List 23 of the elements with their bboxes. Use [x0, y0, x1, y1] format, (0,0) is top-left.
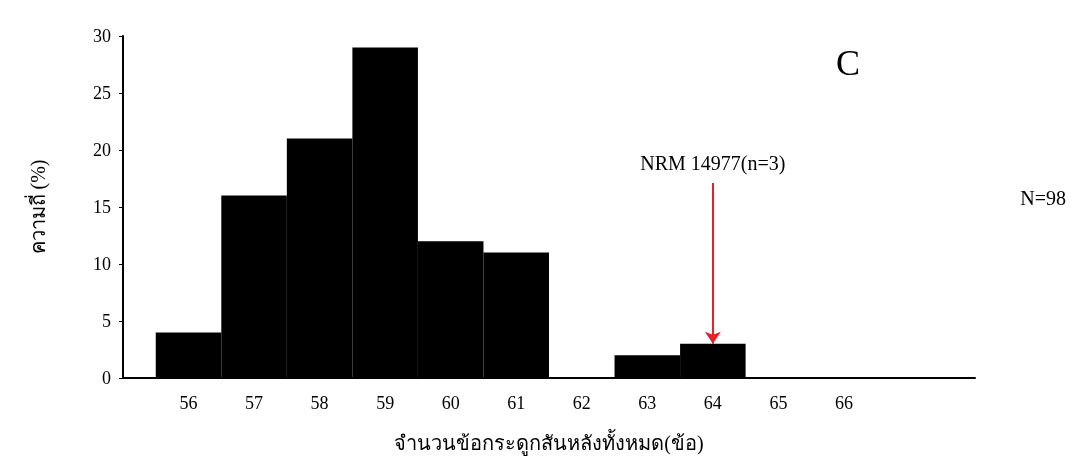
x-axis-title: จำนวนข้อกระดูกสันหลังทั้งหมด(ข้อ)	[394, 429, 704, 456]
x-tick-label: 57	[245, 393, 264, 413]
y-tick-label: 20	[93, 140, 111, 160]
y-tick-label: 30	[93, 26, 111, 46]
y-tick-label: 10	[93, 254, 111, 274]
x-tick-label: 63	[638, 393, 657, 413]
annotation: C	[835, 43, 861, 83]
x-tick-label: 65	[769, 393, 788, 413]
x-tick-label: 59	[376, 393, 395, 413]
y-tick-label: 25	[93, 83, 111, 103]
y-tick-label: 5	[102, 311, 111, 331]
y-tick-label: 0	[102, 368, 111, 388]
x-tick-label: 56	[179, 393, 198, 413]
text: N=98	[1020, 187, 1066, 209]
x-tick-label: 58	[310, 393, 329, 413]
y-axis-title: ความถี่ (%)	[24, 159, 50, 255]
x-tick-label: 66	[834, 393, 853, 413]
x-tick-label: 60	[441, 393, 460, 413]
x-tick-label: 62	[572, 393, 591, 413]
x-tick-label: 64	[703, 393, 722, 413]
y-tick-label: 15	[93, 197, 111, 217]
annotation: NRM 14977(n=3)	[640, 152, 786, 176]
x-tick-label: 61	[507, 393, 526, 413]
